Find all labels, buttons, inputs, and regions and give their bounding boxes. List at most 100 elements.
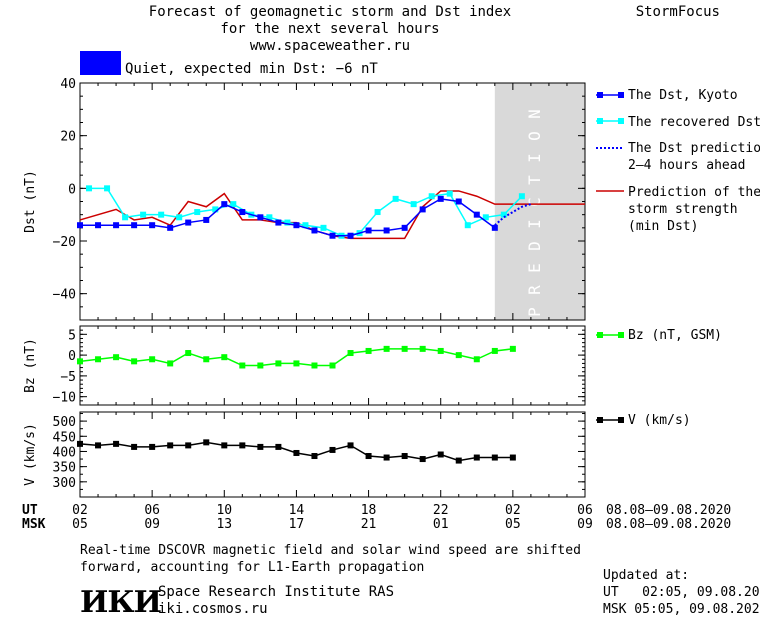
- dst-kyoto-point: [401, 224, 408, 231]
- bz-point: [347, 350, 354, 357]
- v-point: [185, 442, 192, 449]
- v-point: [239, 442, 246, 449]
- recovered-dst-point: [122, 214, 129, 221]
- dst-kyoto-point: [113, 222, 120, 229]
- dst-kyoto-point: [329, 232, 336, 239]
- recovered-dst-point: [392, 195, 399, 202]
- v-point: [149, 443, 156, 450]
- msk-tick-label: 21: [361, 517, 377, 532]
- dst-kyoto-point: [275, 219, 282, 226]
- bz-point: [293, 360, 300, 367]
- bz-point: [491, 347, 498, 354]
- msk-tick-label: 09: [144, 517, 160, 532]
- dst-kyoto-point: [77, 222, 83, 229]
- bz-point: [419, 345, 426, 352]
- v-point: [419, 456, 426, 463]
- v-point: [275, 443, 282, 450]
- dst-kyoto-point: [365, 227, 372, 234]
- dst-kyoto-point: [131, 222, 138, 229]
- dst-ylabel: Dst (nT): [23, 170, 38, 233]
- bz-point: [95, 356, 102, 363]
- recovered-dst-point: [482, 214, 489, 221]
- recovered-dst-point: [446, 190, 453, 197]
- v-point: [383, 454, 390, 461]
- legend-dst-prediction-2: 2–4 hours ahead: [628, 158, 746, 173]
- msk-tick-label: 13: [216, 517, 232, 532]
- legend-bz: Bz (nT, GSM): [628, 328, 722, 343]
- msk-date-range: 08.08–09.08.2020: [606, 517, 732, 532]
- v-ytick-label: 400: [53, 445, 76, 460]
- recovered-dst-point: [104, 185, 111, 192]
- v-ytick-label: 350: [53, 461, 76, 476]
- v-point: [455, 457, 462, 464]
- legend-dst-prediction-1: The Dst prediction: [628, 141, 760, 156]
- dst-kyoto-line: [80, 198, 496, 237]
- v-frame: [79, 411, 586, 498]
- dst-kyoto-point: [257, 214, 264, 221]
- v-point: [203, 439, 210, 446]
- recovered-dst-point: [320, 224, 327, 231]
- ut-tick-label: 06: [144, 503, 160, 518]
- dst-kyoto-point: [473, 211, 480, 218]
- bz-point: [329, 362, 336, 369]
- dst-kyoto-point: [347, 232, 354, 239]
- v-point: [311, 453, 318, 460]
- ut-tick-label: 02: [505, 503, 521, 518]
- msk-tick-label: 05: [72, 517, 88, 532]
- recovered-dst-point: [302, 222, 309, 229]
- v-point: [113, 440, 120, 447]
- dst-kyoto-point: [311, 227, 318, 234]
- v-point: [95, 442, 102, 449]
- institute-site[interactable]: iki.cosmos.ru: [158, 601, 268, 617]
- status-color-box: [80, 51, 121, 75]
- msk-tick-label: 05: [505, 517, 521, 532]
- prediction-band: [494, 83, 585, 320]
- ut-tick-label: 14: [289, 503, 305, 518]
- ut-date-range: 08.08–09.08.2020: [606, 503, 732, 518]
- ut-tick-label: 06: [577, 503, 593, 518]
- dst-ytick-label: 0: [68, 182, 76, 197]
- status-text: Quiet, expected min Dst: −6 nT: [125, 61, 378, 77]
- dst-ytick-label: 40: [60, 77, 76, 92]
- v-point: [365, 453, 372, 460]
- recovered-dst-point: [194, 209, 201, 216]
- bz-point: [437, 347, 444, 354]
- bz-point: [203, 356, 210, 363]
- legend-v: V (km/s): [628, 413, 691, 428]
- bz-point: [185, 350, 192, 357]
- legend-bz-symbol-marker: [618, 332, 624, 338]
- dst-kyoto-point: [239, 209, 246, 216]
- legend-storm-1: Prediction of the: [628, 185, 760, 200]
- recovered-dst-point: [518, 193, 525, 200]
- recovered-dst-point: [464, 222, 471, 229]
- caption-line-1: Real-time DSCOVR magnetic field and sola…: [80, 543, 581, 558]
- bz-point: [401, 345, 408, 352]
- dst-ytick-label: 20: [60, 130, 76, 145]
- v-point: [509, 454, 516, 461]
- dst-kyoto-point: [185, 219, 192, 226]
- msk-tick-label: 01: [433, 517, 449, 532]
- legend-dst-kyoto: The Dst, Kyoto: [628, 88, 738, 103]
- dst-kyoto-point: [419, 206, 426, 213]
- institute-name: Space Research Institute RAS: [158, 584, 395, 600]
- ut-tick-label: 22: [433, 503, 449, 518]
- v-point: [401, 453, 408, 460]
- v-point: [221, 442, 228, 449]
- v-point: [437, 451, 444, 458]
- recovered-dst-point: [500, 211, 507, 218]
- title-line-2: for the next several hours: [220, 21, 440, 37]
- v-point: [257, 443, 264, 450]
- updated-msk: MSK 05:05, 09.08.2020: [603, 602, 760, 617]
- recovered-dst-point: [158, 211, 165, 218]
- bz-point: [365, 347, 372, 354]
- title-line-3[interactable]: www.spaceweather.ru: [249, 38, 411, 54]
- bz-point: [383, 345, 390, 352]
- dst-kyoto-point: [167, 224, 174, 231]
- legend-dst-recovered-symbol-marker: [618, 118, 624, 124]
- msk-label: MSK: [22, 517, 46, 532]
- dst-kyoto-point: [437, 195, 444, 202]
- brand-name: StormFocus: [635, 4, 720, 20]
- recovered-dst-point: [230, 201, 237, 208]
- prediction-letter: O: [525, 131, 544, 141]
